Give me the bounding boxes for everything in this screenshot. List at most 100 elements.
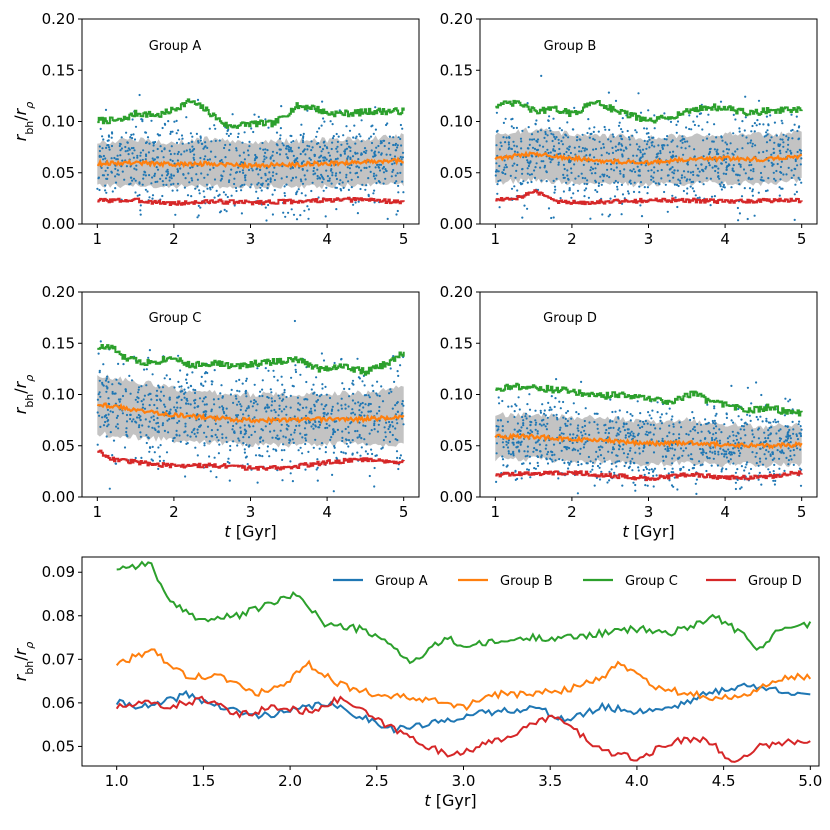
- scatter-point: [686, 192, 689, 195]
- scatter-point: [495, 425, 498, 428]
- scatter-point: [738, 130, 741, 133]
- scatter-point: [740, 424, 744, 428]
- scatter-point: [682, 170, 686, 173]
- scatter-point: [280, 105, 283, 108]
- scatter-point: [150, 416, 153, 419]
- scatter-point: [680, 426, 683, 429]
- scatter-point: [562, 136, 565, 139]
- scatter-point: [567, 148, 571, 151]
- scatter-point: [718, 177, 721, 180]
- scatter-point: [133, 138, 137, 141]
- scatter-point: [743, 441, 746, 444]
- scatter-point: [765, 131, 768, 134]
- scatter-point: [365, 443, 368, 446]
- scatter-point: [399, 364, 402, 367]
- scatter-point: [377, 423, 380, 426]
- scatter-point: [684, 147, 687, 150]
- scatter-point: [341, 382, 344, 385]
- scatter-point: [279, 148, 282, 151]
- scatter-point: [698, 460, 701, 463]
- scatter-point: [539, 450, 542, 453]
- scatter-point: [658, 183, 661, 186]
- scatter-point: [599, 462, 602, 465]
- scatter-point: [759, 441, 762, 444]
- scatter-point: [515, 169, 518, 172]
- scatter-point: [130, 379, 134, 382]
- scatter-point: [583, 149, 586, 152]
- scatter-point: [241, 141, 244, 144]
- scatter-point: [328, 396, 332, 400]
- scatter-point: [687, 170, 690, 173]
- scatter-point: [543, 136, 546, 139]
- scatter-point: [736, 174, 739, 177]
- scatter-point: [164, 177, 168, 180]
- scatter-point: [208, 455, 211, 458]
- scatter-point: [673, 476, 676, 479]
- scatter-point: [614, 410, 617, 413]
- scatter-point: [324, 426, 327, 430]
- scatter-point: [718, 428, 721, 431]
- scatter-point: [107, 380, 110, 384]
- scatter-point: [141, 118, 144, 121]
- scatter-point: [647, 169, 650, 172]
- scatter-point: [631, 414, 634, 417]
- scatter-point: [772, 479, 775, 482]
- legend-label: Group C: [625, 574, 678, 589]
- scatter-point: [768, 471, 772, 474]
- scatter-point: [552, 148, 555, 151]
- scatter-point: [357, 158, 360, 161]
- y-tick-label: 0.00: [440, 488, 473, 506]
- scatter-point: [558, 428, 562, 431]
- scatter-point: [652, 180, 655, 183]
- scatter-point: [328, 154, 331, 157]
- scatter-point: [363, 166, 366, 169]
- scatter-point: [272, 369, 275, 372]
- scatter-point: [645, 461, 648, 464]
- scatter-point: [684, 447, 688, 450]
- scatter-point: [540, 454, 543, 457]
- scatter-point: [110, 157, 113, 160]
- scatter-point: [147, 393, 150, 396]
- scatter-point: [173, 152, 176, 155]
- scatter-point: [515, 441, 519, 444]
- scatter-point: [224, 143, 227, 147]
- scatter-point: [190, 177, 193, 180]
- scatter-point: [265, 156, 268, 159]
- scatter-point: [729, 458, 732, 461]
- scatter-point: [332, 451, 335, 454]
- scatter-point: [239, 432, 242, 435]
- scatter-point: [377, 180, 380, 183]
- scatter-point: [320, 173, 323, 176]
- scatter-point: [565, 181, 568, 184]
- scatter-point: [620, 213, 623, 216]
- y-tick-label: 0.00: [440, 215, 473, 233]
- scatter-point: [136, 400, 139, 404]
- scatter-point: [650, 438, 653, 441]
- scatter-point: [684, 140, 687, 143]
- scatter-point: [176, 406, 179, 409]
- scatter-point: [528, 173, 532, 176]
- scatter-point: [664, 183, 667, 186]
- scatter-point: [572, 183, 575, 186]
- scatter-point: [716, 148, 719, 151]
- scatter-point: [253, 430, 257, 433]
- scatter-point: [663, 467, 666, 470]
- scatter-point: [170, 183, 173, 186]
- scatter-point: [350, 412, 353, 415]
- scatter-point: [743, 187, 746, 190]
- scatter-point: [498, 164, 501, 168]
- scatter-point: [519, 137, 523, 140]
- scatter-point: [320, 442, 324, 445]
- scatter-point: [153, 172, 157, 175]
- scatter-point: [793, 218, 796, 221]
- scatter-point: [210, 140, 213, 143]
- scatter-point: [591, 465, 594, 468]
- scatter-point: [739, 428, 742, 431]
- scatter-point: [204, 414, 207, 418]
- scatter-point: [642, 450, 645, 453]
- scatter-point: [274, 448, 277, 451]
- scatter-point: [627, 136, 631, 139]
- scatter-point: [580, 463, 583, 466]
- scatter-point: [356, 429, 359, 433]
- scatter-point: [552, 216, 555, 219]
